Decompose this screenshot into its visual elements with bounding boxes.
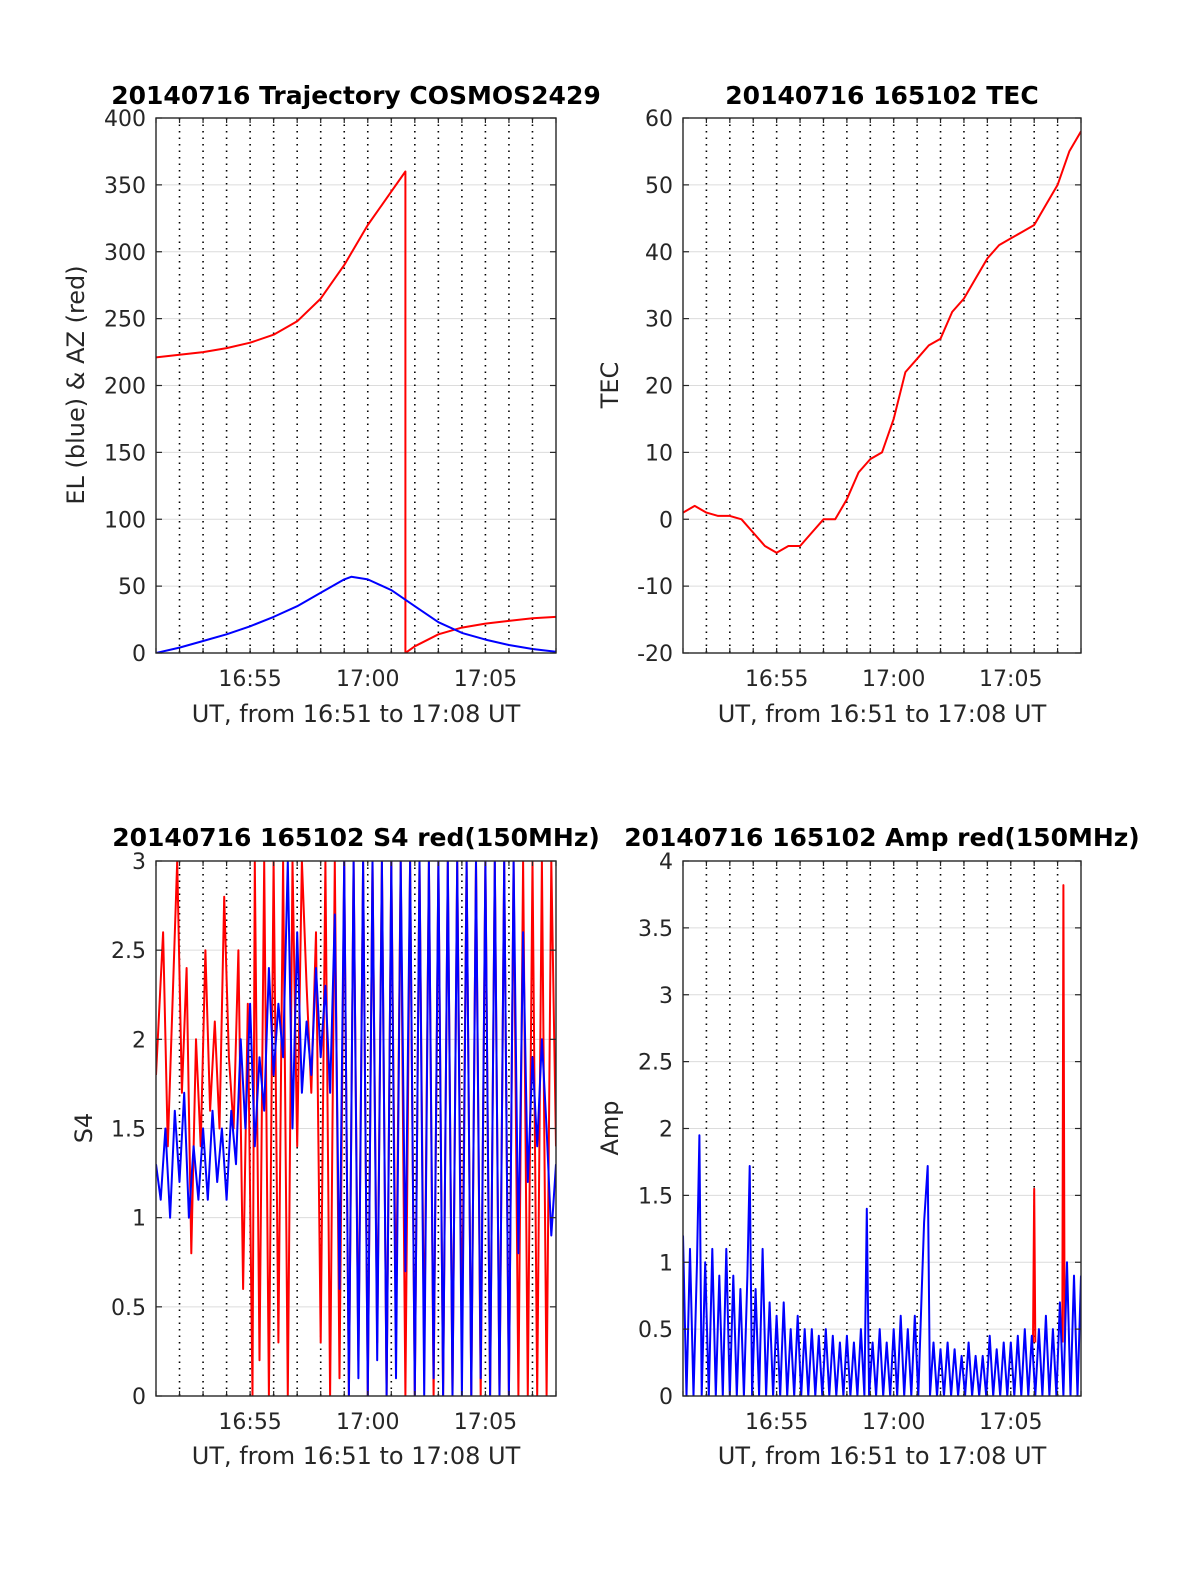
y-tick-label: 40 bbox=[645, 241, 673, 266]
y-tick-label: 1 bbox=[132, 1207, 146, 1232]
amp-chart: 20140716 165102 Amp red(150MHz) UT, from… bbox=[596, 823, 1140, 1470]
x-tick-label: 16:55 bbox=[218, 1410, 281, 1435]
trajectory-chart: 20140716 Trajectory COSMOS2429 UT, from … bbox=[62, 81, 601, 728]
x-tick-label: 17:05 bbox=[454, 667, 517, 692]
y-tick-label: 200 bbox=[104, 375, 146, 400]
series-1-line-0 bbox=[156, 575, 556, 653]
x-axis-label: UT, from 16:51 to 17:08 UT bbox=[718, 700, 1047, 728]
y-tick-label: 400 bbox=[104, 107, 146, 132]
y-tick-label: 60 bbox=[645, 107, 673, 132]
series-0-line-0 bbox=[683, 130, 1081, 554]
y-tick-label: 0 bbox=[132, 1385, 146, 1410]
x-tick-label: 17:05 bbox=[454, 1410, 517, 1435]
series-0-line-1 bbox=[1061, 884, 1066, 1343]
y-axis-label: Amp bbox=[596, 1100, 624, 1155]
y-tick-label: 20 bbox=[645, 375, 673, 400]
x-axis-label: UT, from 16:51 to 17:08 UT bbox=[192, 700, 521, 728]
y-tick-label: 3 bbox=[132, 850, 146, 875]
x-axis-label: UT, from 16:51 to 17:08 UT bbox=[718, 1442, 1047, 1470]
y-tick-label: 10 bbox=[645, 441, 673, 466]
y-tick-label: 50 bbox=[118, 575, 146, 600]
y-tick-label: 2.5 bbox=[111, 939, 146, 964]
y-tick-label: 0.5 bbox=[638, 1318, 673, 1343]
y-tick-label: 0 bbox=[132, 642, 146, 667]
chart-title: 20140716 165102 Amp red(150MHz) bbox=[624, 823, 1140, 852]
y-tick-label: 2.5 bbox=[638, 1051, 673, 1076]
y-tick-label: 100 bbox=[104, 508, 146, 533]
x-tick-label: 16:55 bbox=[745, 667, 808, 692]
plot-area: 0 50 100 150 200 250 300 350 400 16:55 17:00 17:05 bbox=[104, 107, 557, 692]
series-0-line-0 bbox=[156, 170, 407, 653]
y-tick-label: 1.5 bbox=[638, 1184, 673, 1209]
y-tick-label: 0 bbox=[659, 508, 673, 533]
chart-title: 20140716 165102 S4 red(150MHz) bbox=[112, 823, 600, 852]
y-tick-label: 4 bbox=[659, 850, 673, 875]
y-tick-label: 30 bbox=[645, 308, 673, 333]
y-tick-label: 1.5 bbox=[111, 1118, 146, 1143]
chart-title: 20140716 165102 TEC bbox=[725, 81, 1038, 110]
x-axis-label: UT, from 16:51 to 17:08 UT bbox=[192, 1442, 521, 1470]
x-tick-label: 16:55 bbox=[218, 667, 281, 692]
y-tick-label: 2 bbox=[132, 1028, 146, 1053]
y-tick-label: 2 bbox=[659, 1118, 673, 1143]
x-tick-label: 16:55 bbox=[745, 1410, 808, 1435]
y-axis-label: S4 bbox=[70, 1113, 98, 1144]
y-tick-label: 250 bbox=[104, 308, 146, 333]
x-tick-label: 17:05 bbox=[979, 667, 1042, 692]
y-tick-label: 3 bbox=[659, 984, 673, 1009]
y-tick-label: 0.5 bbox=[111, 1296, 146, 1321]
x-tick-label: 17:00 bbox=[336, 667, 399, 692]
x-tick-label: 17:00 bbox=[862, 1410, 925, 1435]
y-tick-label: 3.5 bbox=[638, 917, 673, 942]
y-tick-label: -10 bbox=[637, 575, 673, 600]
plot-area: 0 0.5 1 1.5 2 2.5 3 16:55 17:00 17:05 bbox=[111, 850, 557, 1435]
chart-title: 20140716 Trajectory COSMOS2429 bbox=[111, 81, 601, 110]
series-0-line-0 bbox=[1032, 1187, 1037, 1343]
plot-area: -20 -10 0 10 20 30 40 50 60 16:55 17:00 17:05 bbox=[637, 107, 1082, 692]
y-tick-label: 300 bbox=[104, 241, 146, 266]
y-tick-label: -20 bbox=[637, 642, 673, 667]
x-tick-label: 17:05 bbox=[979, 1410, 1042, 1435]
x-tick-label: 17:00 bbox=[862, 667, 925, 692]
y-axis-label: EL (blue) & AZ (red) bbox=[62, 265, 90, 504]
plot-area: 0 0.5 1 1.5 2 2.5 3 3.5 4 16:55 17:00 17:05 bbox=[638, 850, 1082, 1435]
y-tick-label: 150 bbox=[104, 441, 146, 466]
y-axis-label: TEC bbox=[596, 362, 624, 410]
x-tick-label: 17:00 bbox=[336, 1410, 399, 1435]
s4-chart: 20140716 165102 S4 red(150MHz) UT, from … bbox=[70, 823, 600, 1470]
series-1-line-0 bbox=[683, 1134, 1081, 1396]
tec-chart: 20140716 165102 TEC UT, from 16:51 to 17… bbox=[596, 81, 1082, 728]
y-tick-label: 0 bbox=[659, 1385, 673, 1410]
y-tick-label: 350 bbox=[104, 174, 146, 199]
y-tick-label: 1 bbox=[659, 1251, 673, 1276]
series-0-line-1 bbox=[404, 615, 556, 653]
y-tick-label: 50 bbox=[645, 174, 673, 199]
series-1-line-0 bbox=[156, 861, 556, 1396]
